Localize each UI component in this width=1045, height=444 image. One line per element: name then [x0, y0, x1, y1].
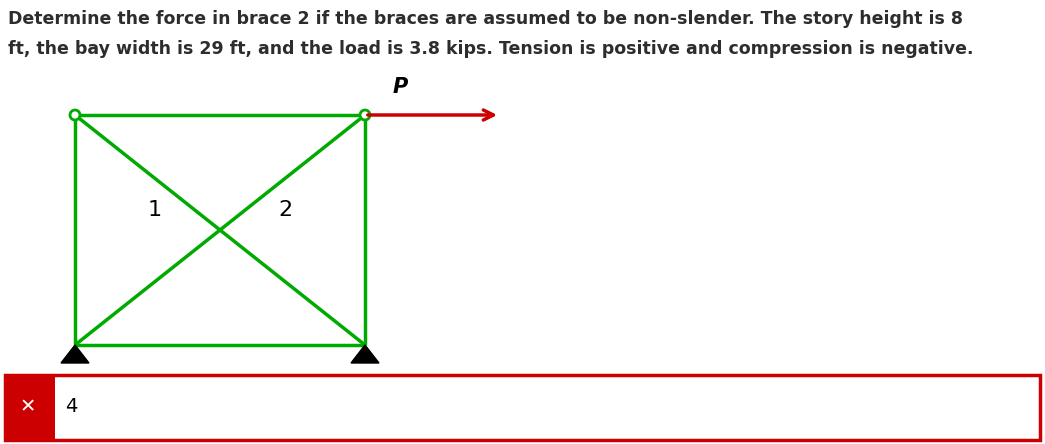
Bar [5, 375, 1040, 440]
Text: Determine the force in brace 2 if the braces are assumed to be non-slender. The : Determine the force in brace 2 if the br… [8, 10, 963, 28]
Polygon shape [61, 345, 89, 363]
Text: ft, the bay width is 29 ft, and the load is 3.8 kips. Tension is positive and co: ft, the bay width is 29 ft, and the load… [8, 40, 974, 58]
Text: 2: 2 [278, 200, 292, 220]
Polygon shape [351, 345, 379, 363]
Text: ✕: ✕ [20, 397, 37, 416]
Circle shape [359, 110, 370, 120]
Bar [5, 375, 55, 440]
Text: P: P [392, 77, 408, 97]
Circle shape [70, 110, 80, 120]
Text: 1: 1 [148, 200, 162, 220]
Text: 4: 4 [65, 397, 77, 416]
